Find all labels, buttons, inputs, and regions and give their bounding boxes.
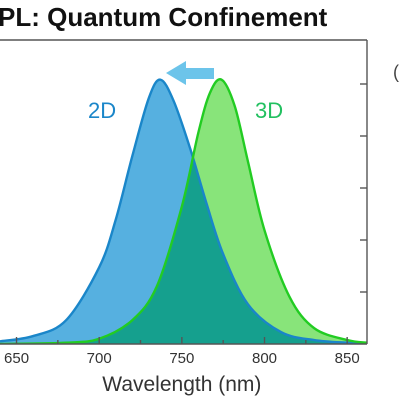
- x-tick-label: 700: [87, 350, 112, 367]
- cropped-text-fragment: (: [393, 62, 399, 82]
- x-tick-label: 800: [252, 350, 277, 367]
- plot-area: [0, 78, 367, 344]
- x-axis-label: Wavelength (nm): [102, 373, 261, 396]
- series-2d-line: [0, 78, 367, 344]
- series-2d-label: 2D: [88, 98, 116, 123]
- series-overlap-area: [0, 79, 367, 344]
- x-axis-ticks: 650 700 750 800 850: [4, 337, 360, 367]
- x-tick-label: 750: [169, 350, 194, 367]
- series-3d-label: 3D: [255, 98, 283, 123]
- arrow-head: [166, 61, 186, 85]
- series-3d-line: [0, 78, 367, 344]
- arrow-shaft: [184, 68, 214, 79]
- chart-title: PL: Quantum Confinement: [0, 2, 328, 32]
- shift-arrow-annotation: [166, 61, 214, 85]
- x-tick-label: 850: [335, 350, 360, 367]
- x-tick-label: 650: [4, 350, 29, 367]
